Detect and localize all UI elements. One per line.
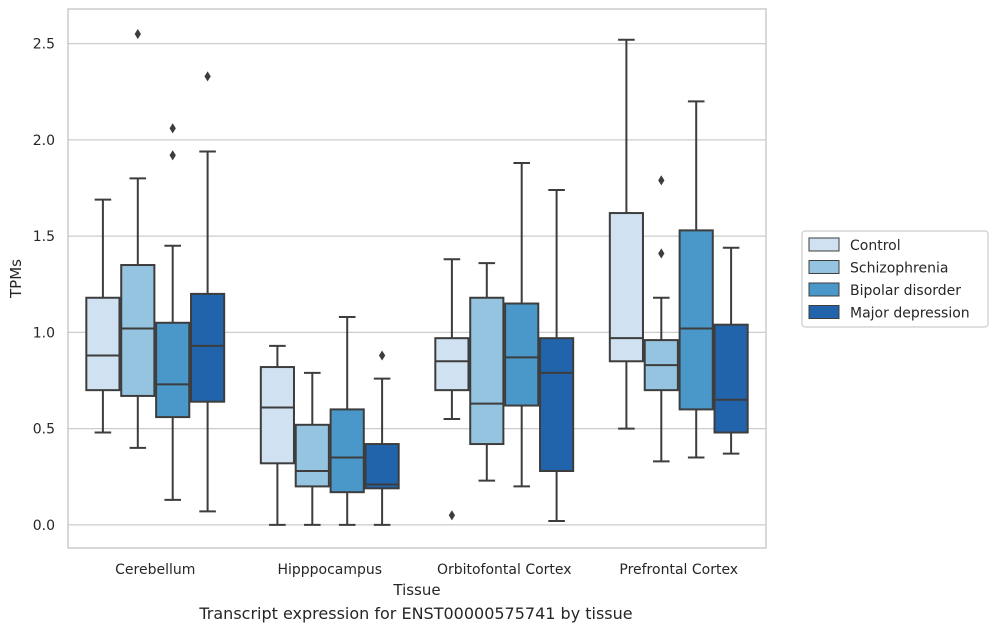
box-body xyxy=(190,292,226,403)
box-body xyxy=(294,423,330,488)
box-body xyxy=(539,337,575,472)
plot-frame xyxy=(67,8,767,549)
box-body xyxy=(469,296,505,446)
box-body xyxy=(504,302,540,407)
box-major-depression-2 xyxy=(539,188,575,523)
box-bipolar-disorder-1 xyxy=(329,316,365,526)
legend-frame xyxy=(801,230,989,328)
legend-label: Major depression xyxy=(850,306,970,322)
legend-label: Bipolar disorder xyxy=(850,283,961,299)
legend-label: Control xyxy=(850,238,901,254)
box-body xyxy=(120,264,156,397)
y-tick-label: 0.5 xyxy=(33,422,55,438)
box-body xyxy=(364,443,400,490)
box-control-3 xyxy=(608,38,644,430)
box-control-2 xyxy=(434,258,470,521)
box-body xyxy=(85,296,121,392)
y-tick-label: 0.0 xyxy=(33,518,55,534)
y-axis-ticks: 0.0 0.5 1.0 1.5 2.0 2.5 xyxy=(33,37,55,534)
x-axis-label: Tissue xyxy=(392,581,440,599)
y-tick-label: 1.5 xyxy=(33,229,55,245)
legend-swatch xyxy=(808,282,840,297)
box-body xyxy=(329,408,365,494)
box-schizophrenia-3 xyxy=(643,175,679,463)
legend-swatch xyxy=(808,237,840,252)
box-major-depression-3 xyxy=(713,246,749,455)
box-body xyxy=(713,323,749,434)
box-body xyxy=(155,321,191,419)
box-major-depression-1 xyxy=(364,350,400,526)
legend: Control Schizophrenia Bipolar disorder Majo… xyxy=(801,230,989,328)
legend-swatch xyxy=(808,260,840,274)
box-body xyxy=(259,366,295,465)
outlier-point xyxy=(658,248,665,259)
box-schizophrenia-2 xyxy=(469,262,505,482)
y-axis-label: TPMs xyxy=(7,259,25,299)
box-body xyxy=(678,229,714,411)
x-tick-label: Orbitofontal Cortex xyxy=(437,562,572,578)
box-schizophrenia-0 xyxy=(120,28,156,449)
outlier-point xyxy=(169,123,176,134)
outlier-point xyxy=(134,28,141,40)
box-bipolar-disorder-3 xyxy=(678,100,714,459)
x-tick-label: Hipppocampus xyxy=(277,562,382,578)
box-schizophrenia-1 xyxy=(294,371,330,526)
x-tick-label: Cerebellum xyxy=(115,562,195,578)
legend-swatch xyxy=(808,305,840,319)
outlier-point xyxy=(204,71,211,82)
x-tick-label: Prefrontal Cortex xyxy=(619,562,738,578)
legend-label: Schizophrenia xyxy=(850,261,948,277)
box-control-0 xyxy=(85,198,121,434)
figure-caption: Transcript expression for ENST0000057574… xyxy=(199,604,633,623)
outlier-point xyxy=(658,175,665,186)
outlier-point xyxy=(169,150,176,161)
y-tick-label: 2.5 xyxy=(33,37,55,53)
box-body xyxy=(608,212,644,363)
outlier-point xyxy=(448,510,456,521)
box-plot-boxes xyxy=(85,28,749,526)
outlier-point xyxy=(378,350,386,361)
x-axis-ticks: Cerebellum Hipppocampus Orbitofontal Corte… xyxy=(115,562,738,578)
box-control-1 xyxy=(259,344,295,526)
box-major-depression-0 xyxy=(190,71,226,513)
box-bipolar-disorder-0 xyxy=(155,123,191,501)
box-bipolar-disorder-2 xyxy=(504,162,540,488)
box-body xyxy=(434,337,470,392)
y-tick-label: 2.0 xyxy=(33,133,55,149)
y-tick-label: 1.0 xyxy=(33,325,55,341)
